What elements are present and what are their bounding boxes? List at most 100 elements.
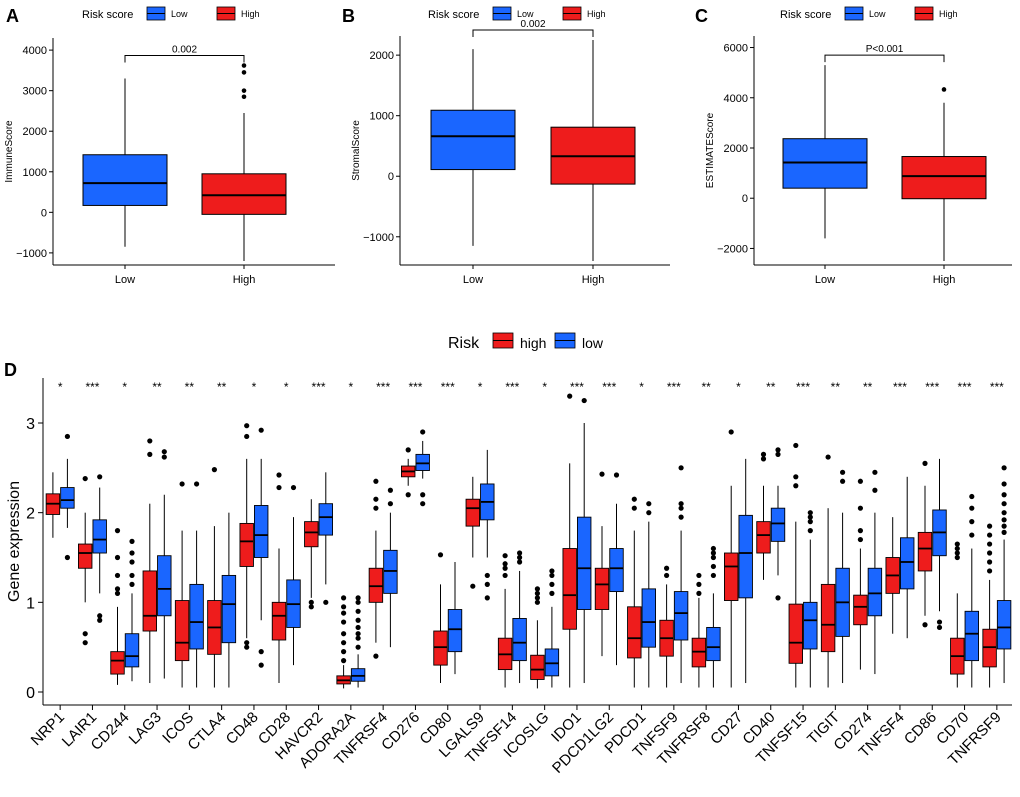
outlier-point [129,572,135,579]
outlier-point [147,438,153,444]
significance-label: ** [701,380,711,394]
outlier-point [355,644,361,650]
significance-label: * [122,380,127,394]
significance-label: *** [505,380,519,394]
outlier-point [775,595,781,601]
box-iqr [447,609,463,653]
y-tick-label: 1 [26,595,35,612]
outlier-point [793,442,799,449]
significance-label: ** [863,380,873,394]
legend: Risk score Low High [780,6,958,21]
outlier-point [517,550,523,556]
outlier-point [97,617,103,623]
outlier-point [710,545,717,552]
outlier-point [179,481,185,487]
outlier-point [710,554,717,561]
box-low [641,501,656,688]
box-low [480,449,495,601]
box-low [286,484,301,666]
y-tick-label: 0 [388,171,394,183]
significance-label: ** [185,380,195,394]
outlier-point [987,550,993,556]
significance-label: *** [570,380,584,394]
box-high [756,451,771,580]
outlier-point [470,583,476,589]
panel-letter-A: A [6,6,19,26]
box-high [368,478,384,659]
box-low [221,512,237,688]
outlier-point [807,514,813,520]
x-tick-label: High [582,274,605,286]
outlier-point [194,481,200,487]
outlier-point [355,595,361,601]
outlier-point [631,496,637,502]
outlier-point [97,474,103,480]
outlier-point [241,63,247,68]
outlier-point [308,604,314,610]
outlier-point [114,590,121,596]
legend-label-high: high [520,335,546,351]
outlier-point [646,501,652,507]
legend-label-low: Low [171,9,188,19]
box-iqr [92,519,107,554]
outlier-point [420,501,426,507]
outlier-point [502,572,508,579]
outlier-point [581,397,587,404]
x-tick-label: NRP1 [28,709,68,749]
outlier-point [161,454,167,460]
box-low [157,449,172,679]
panel-letter-C: C [695,6,708,26]
box-iqr [724,552,739,601]
box-high [433,552,448,684]
outlier-point [290,484,297,491]
y-tick-label: 2000 [370,50,394,62]
outlier-point [341,619,347,625]
outlier-point [987,523,993,529]
outlier-point [807,519,813,525]
outlier-point [987,532,993,538]
outlier-point [355,631,361,637]
outlier-point [241,94,247,100]
outlier-point [97,613,103,619]
y-tick-label: 1000 [23,167,47,179]
box-high [304,499,319,610]
box-iqr [77,543,93,569]
gene-group-ido1: ***IDO1 [548,380,592,746]
outlier-point [387,501,393,507]
outlier-point [710,563,717,570]
box-high [820,454,836,688]
significance-label: ** [831,380,841,394]
gene-group-cd48: * CD48 [223,380,269,748]
outlier-point [241,70,247,75]
outlier-point [922,460,928,466]
bracket-line [472,29,594,37]
outlier-point [728,429,734,435]
box-iqr [770,507,786,542]
outlier-point [646,510,652,516]
y-tick-label: 6000 [724,43,748,55]
outlier-point [549,590,555,596]
outlier-point [549,572,555,579]
box-iqr [964,610,979,662]
significance-label: * [284,380,289,394]
box-low [512,550,527,684]
outlier-point [857,478,864,484]
box-low [932,458,947,631]
gene-group-adora2a: *ADORA2A [296,380,366,772]
significance-label: * [639,380,644,394]
legend-title: Risk score [428,9,479,21]
significance-label: * [478,380,483,394]
box-iqr [594,567,610,610]
outlier-point [244,433,250,440]
outlier-point [129,559,135,565]
box-low [803,510,818,688]
significance-bracket: 0.002 [472,19,594,37]
box-high [465,476,480,589]
outlier-point [484,581,490,588]
legend-label-high: High [241,9,260,19]
legend: Risk high low [448,332,604,352]
outlier-point [678,514,684,520]
outlier-point [341,631,347,637]
gene-group-tnfrsf4: ***TNFRSF4 [331,380,398,769]
outlier-point [840,469,846,475]
